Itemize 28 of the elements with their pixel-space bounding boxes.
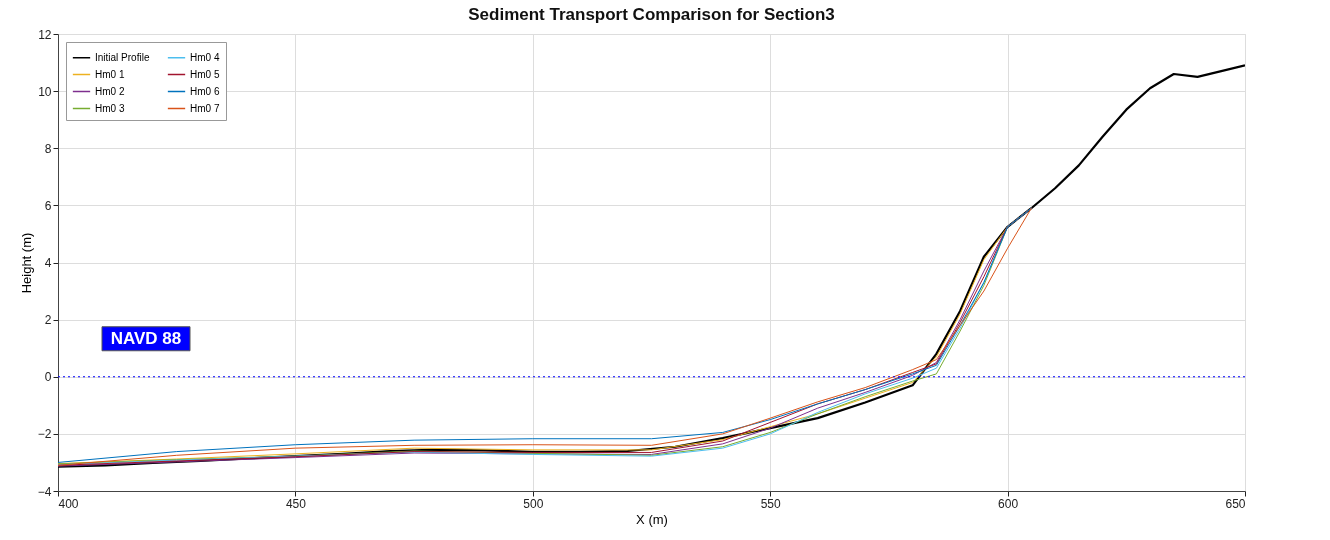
x-tick-label: 550: [760, 496, 782, 511]
legend-label: Hm0 7: [190, 102, 220, 114]
y-tick-label: 6: [44, 198, 52, 213]
ref-line-label: NAVD 88: [110, 328, 182, 348]
chart-title: Sediment Transport Comparison for Section3: [468, 5, 835, 24]
x-tick-label: 650: [1225, 496, 1246, 511]
x-axis-title: X (m): [636, 511, 668, 527]
y-tick-label: 10: [38, 84, 52, 99]
y-tick-label: −4: [37, 484, 52, 499]
y-tick-label: −2: [37, 427, 52, 442]
x-tick-label: 450: [285, 496, 307, 511]
x-tick-label: 500: [523, 496, 544, 511]
y-tick-label: 12: [38, 27, 52, 42]
legend-label: Hm0 3: [95, 102, 125, 114]
legend-label: Hm0 2: [95, 85, 125, 97]
x-tick-label: 600: [998, 496, 1019, 511]
line-series: [58, 64, 1245, 468]
y-tick-label: 8: [44, 141, 52, 156]
legend-label: Hm0 4: [190, 51, 220, 63]
y-tick-label: 4: [44, 256, 52, 270]
legend-label: Hm0 1: [95, 68, 125, 80]
y-tick-label: 0: [44, 370, 52, 385]
x-tick-label: 400: [58, 496, 79, 511]
legend-label: Hm0 5: [190, 68, 220, 80]
legend-label: Hm0 6: [190, 85, 220, 97]
y-tick-label: 2: [44, 313, 52, 328]
y-axis-title: Height (m): [18, 232, 34, 294]
legend-label: Initial Profile: [95, 51, 150, 63]
